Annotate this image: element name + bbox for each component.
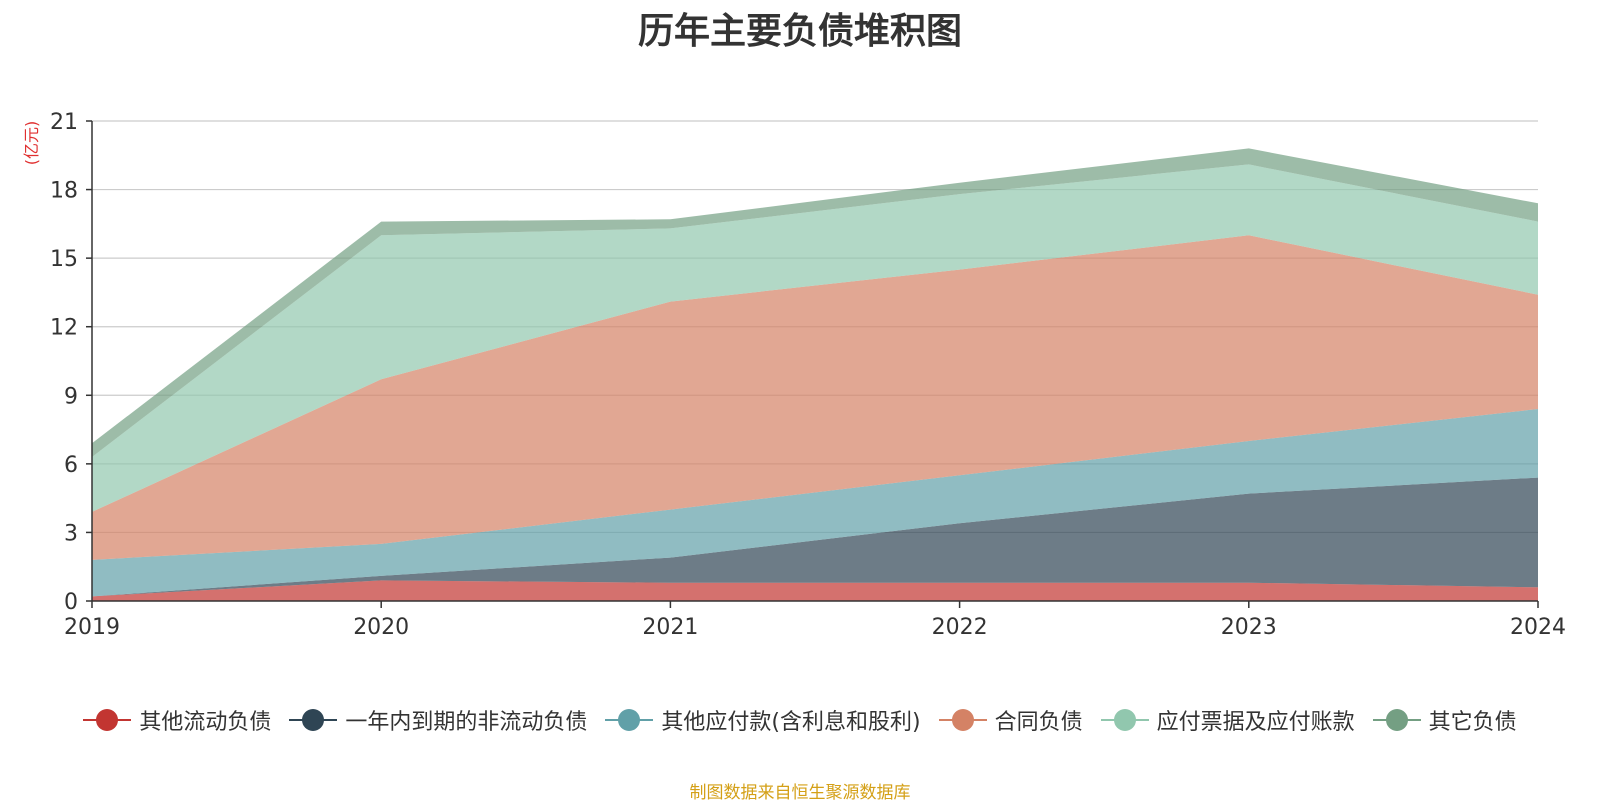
y-tick-label-15: 15 [50,247,78,272]
x-tick-label-2024: 2024 [1510,615,1566,640]
x-tick-label-2021: 2021 [642,615,698,640]
area-3[interactable] [92,235,1538,560]
y-tick-label-12: 12 [50,316,78,341]
y-axis-label: (亿元) [22,121,41,166]
area-4[interactable] [92,164,1538,512]
legend-item-5[interactable]: 其它负债 [1372,704,1517,736]
legend-marker-icon [289,708,338,732]
y-tick-label-0: 0 [64,590,78,615]
legend-marker-icon [83,708,132,732]
legend-marker-icon [938,708,987,732]
y-tick-label-3: 3 [64,521,78,546]
x-tick-label-2020: 2020 [353,615,409,640]
legend-label: 其他应付款(含利息和股利) [661,710,921,735]
y-tick-label-21: 21 [50,110,78,135]
x-tick-label-2019: 2019 [64,615,120,640]
area-series [92,148,1538,601]
y-tick-label-9: 9 [64,384,78,409]
legend-label: 合同负债 [994,710,1083,735]
legend-item-2[interactable]: 其他应付款(含利息和股利) [605,704,921,736]
data-source-note: 制图数据来自恒生聚源数据库 [689,783,911,803]
legend-label: 一年内到期的非流动负债 [345,710,588,735]
legend-item-0[interactable]: 其他流动负债 [83,704,271,736]
legend-item-4[interactable]: 应付票据及应付账款 [1100,704,1355,736]
area-2[interactable] [92,409,1538,597]
y-tick-label-18: 18 [50,179,78,204]
legend-item-1[interactable]: 一年内到期的非流动负债 [289,704,587,736]
legend-marker-icon [605,708,654,732]
y-tick-label-6: 6 [64,453,78,478]
area-0[interactable] [92,580,1538,601]
area-1[interactable] [92,477,1538,597]
x-tick-label-2023: 2023 [1221,615,1277,640]
chart-title: 历年主要负债堆积图 [637,11,962,52]
legend-marker-icon [1100,708,1149,732]
legend-label: 应付票据及应付账款 [1156,710,1355,735]
legend-label: 其他流动负债 [139,710,272,735]
legend-item-3[interactable]: 合同负债 [938,704,1083,736]
legend-label: 其它负债 [1428,710,1517,735]
area-5[interactable] [92,148,1538,457]
axes: 0 3 6 9 12 15 18 21 2019 2020 2021 2022 2023 2024 [50,110,1566,640]
legend-marker-icon [1372,708,1421,732]
x-tick-label-2022: 2022 [932,615,988,640]
legend: 其他流动负债 一年内到期的非流动负债 其他应付款(含利息和股利) 合同负债 应付票据及应… [0,700,1600,740]
